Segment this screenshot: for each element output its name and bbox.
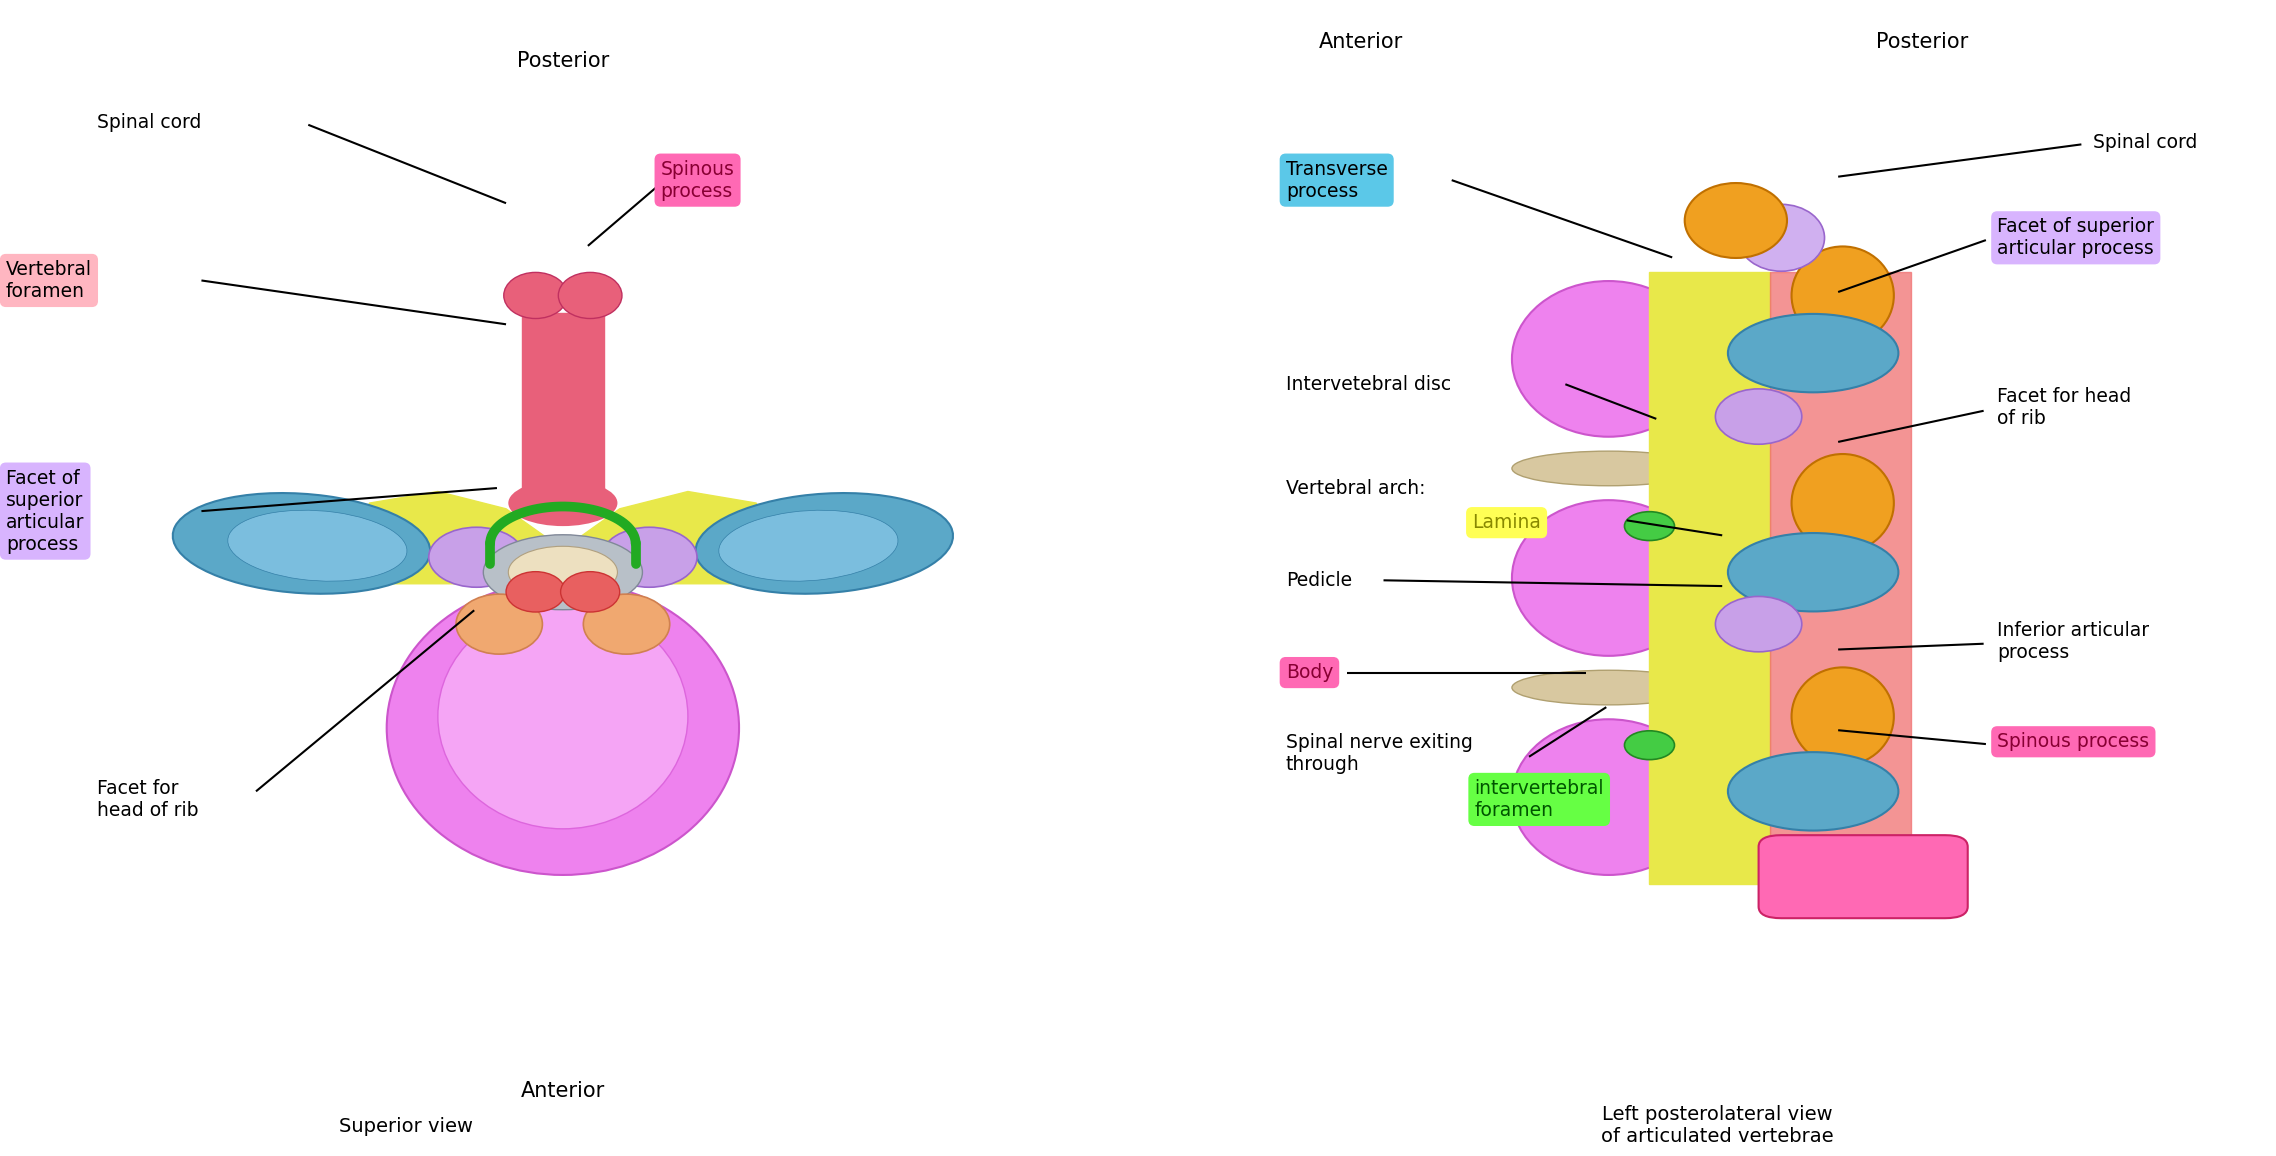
Text: Transverse
process: Transverse process [1286, 160, 1388, 201]
Ellipse shape [228, 510, 407, 581]
Polygon shape [1650, 273, 1771, 883]
Ellipse shape [508, 480, 617, 526]
Ellipse shape [1511, 719, 1705, 875]
Text: Facet for head
of rib: Facet for head of rib [1998, 387, 2133, 428]
Ellipse shape [1511, 501, 1705, 655]
Polygon shape [562, 491, 778, 584]
Text: Body: Body [1286, 664, 1334, 682]
Ellipse shape [558, 273, 621, 319]
Text: Spinal cord: Spinal cord [98, 113, 200, 132]
Ellipse shape [1727, 753, 1898, 830]
Ellipse shape [560, 572, 619, 612]
Text: Spinal nerve exiting
through: Spinal nerve exiting through [1286, 733, 1473, 773]
Text: Posterior: Posterior [517, 51, 610, 72]
Ellipse shape [1716, 388, 1803, 444]
Text: Spinous process: Spinous process [1998, 732, 2149, 751]
Ellipse shape [503, 273, 567, 319]
Ellipse shape [1511, 670, 1705, 705]
Ellipse shape [696, 494, 954, 594]
FancyBboxPatch shape [1759, 835, 1969, 918]
Ellipse shape [428, 527, 523, 587]
Ellipse shape [387, 580, 740, 875]
Ellipse shape [483, 535, 642, 609]
Text: intervertebral
foramen: intervertebral foramen [1475, 779, 1605, 820]
Ellipse shape [505, 572, 564, 612]
Ellipse shape [173, 494, 430, 594]
Ellipse shape [1791, 667, 1894, 765]
Text: Anterior: Anterior [521, 1081, 605, 1102]
Text: Spinous
process: Spinous process [660, 160, 735, 201]
Polygon shape [346, 491, 562, 584]
Ellipse shape [601, 527, 696, 587]
Ellipse shape [583, 594, 669, 654]
Text: Lamina: Lamina [1473, 513, 1541, 532]
Ellipse shape [1791, 454, 1894, 553]
Ellipse shape [1684, 183, 1787, 258]
Ellipse shape [455, 594, 542, 654]
Text: Vertebral
foramen: Vertebral foramen [7, 260, 91, 301]
Ellipse shape [437, 603, 687, 829]
Text: Anterior: Anterior [1318, 31, 1402, 52]
Text: Facet of
superior
articular
process: Facet of superior articular process [7, 468, 84, 554]
Ellipse shape [719, 510, 899, 581]
Ellipse shape [1625, 731, 1675, 759]
Polygon shape [512, 313, 612, 509]
Text: Pedicle: Pedicle [1286, 571, 1352, 590]
Ellipse shape [1727, 533, 1898, 612]
Ellipse shape [1716, 596, 1803, 652]
Text: Facet of superior
articular process: Facet of superior articular process [1998, 217, 2155, 258]
Text: Inferior articular
process: Inferior articular process [1998, 621, 2149, 662]
Ellipse shape [1727, 314, 1898, 392]
Text: Vertebral arch:: Vertebral arch: [1286, 479, 1425, 497]
Ellipse shape [1511, 281, 1705, 437]
Text: Left posterolateral view
of articulated vertebrae: Left posterolateral view of articulated … [1602, 1105, 1834, 1147]
Text: Superior view: Superior view [339, 1118, 473, 1136]
Ellipse shape [1625, 512, 1675, 541]
Ellipse shape [508, 547, 617, 598]
Polygon shape [1771, 273, 1912, 883]
Ellipse shape [1511, 451, 1705, 486]
Ellipse shape [1791, 246, 1894, 344]
Text: Intervetebral disc: Intervetebral disc [1286, 375, 1450, 394]
Text: Facet for
head of rib: Facet for head of rib [98, 779, 198, 820]
Text: Spinal cord: Spinal cord [2092, 133, 2196, 151]
Text: Posterior: Posterior [1875, 31, 1969, 52]
Ellipse shape [1739, 205, 1825, 272]
